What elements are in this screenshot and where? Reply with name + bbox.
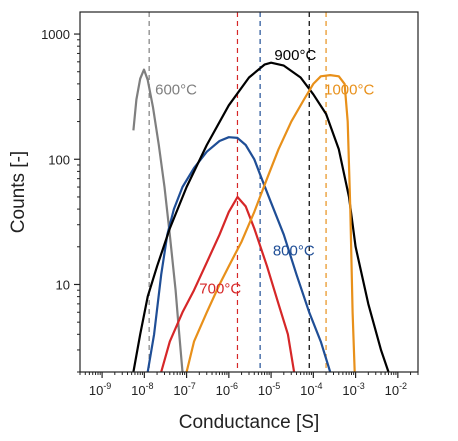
series-curves [132,61,390,373]
x-tick-label-0: 10-9 [89,381,111,398]
x-tick-label-1: 10-8 [131,381,153,398]
x-tick-label-7: 10-2 [385,381,407,398]
x-axis-ticks: 10-9 10-8 10-7 10-6 10-5 10-4 10-3 10-2 [79,372,419,398]
x-tick-label-3: 10-6 [216,381,238,398]
x-tick-label-5: 10-4 [300,381,322,398]
plot-frame [79,11,419,373]
x-axis-title: Conductance [S] [179,412,319,433]
series-label-0: 600°C [155,81,197,98]
peak-reference-lines [148,12,327,372]
series-label-2: 800°C [273,243,315,260]
series-line-3 [132,61,390,373]
x-tick-label-4: 10-5 [258,381,280,398]
series-label-1: 700°C [199,280,241,297]
y-tick-label-2: 1000 [41,27,70,42]
x-tick-label-2: 10-7 [173,381,195,398]
series-labels: 600°C 700°C 800°C 900°C 1000°C [155,47,374,297]
series-label-4: 1000°C [324,81,374,98]
series-line-1 [160,195,296,373]
series-line-4 [185,74,356,373]
series-label-3: 900°C [274,47,316,64]
y-tick-label-0: 10 [56,277,70,292]
y-axis-title: Counts [-] [8,151,29,233]
y-axis-ticks: 10 100 1000 [41,27,80,373]
x-tick-label-6: 10-3 [342,381,364,398]
y-tick-label-1: 100 [48,152,70,167]
series-line-0 [132,68,184,373]
